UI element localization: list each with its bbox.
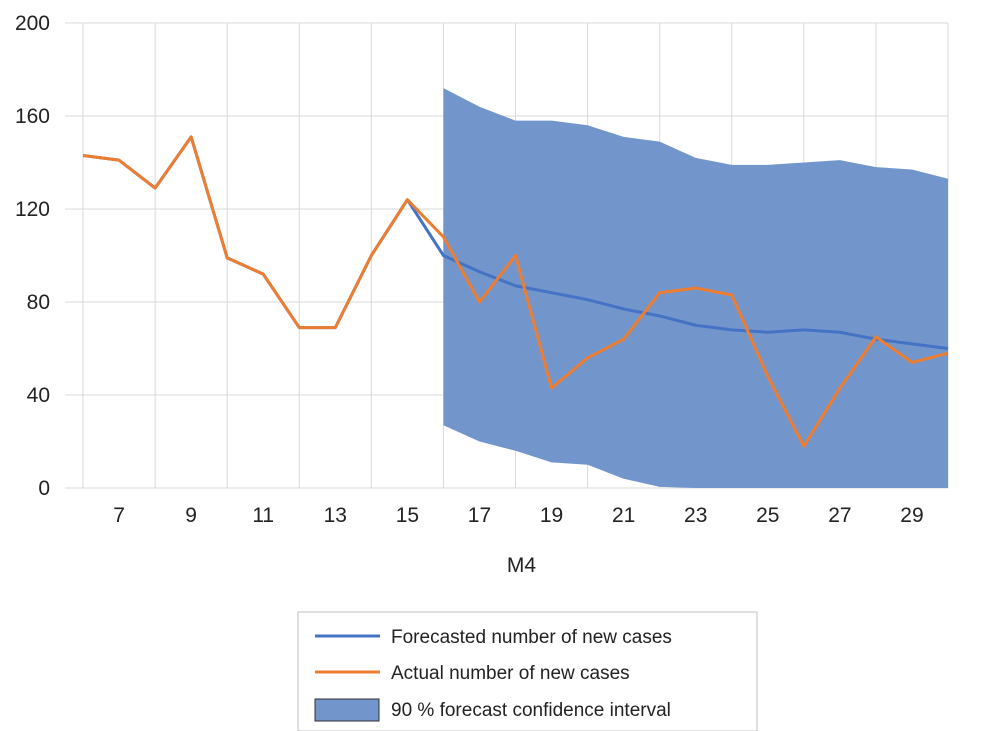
legend-label-actual: Actual number of new cases xyxy=(391,663,630,684)
y-tick-160: 160 xyxy=(15,105,50,128)
y-tick-40: 40 xyxy=(27,384,50,407)
y-tick-0: 0 xyxy=(38,477,50,500)
y-axis-ticks: 0 40 80 120 160 200 xyxy=(15,12,50,500)
x-tick-27: 27 xyxy=(828,504,851,527)
x-tick-19: 19 xyxy=(540,504,563,527)
legend-label-interval: 90 % forecast confidence interval xyxy=(391,700,671,721)
y-tick-80: 80 xyxy=(27,291,50,314)
actual-line xyxy=(82,135,949,448)
x-axis-title: M4 xyxy=(507,554,536,577)
x-tick-21: 21 xyxy=(612,504,635,527)
y-tick-120: 120 xyxy=(15,198,50,221)
legend-swatch-interval xyxy=(314,698,380,722)
x-tick-23: 23 xyxy=(684,504,707,527)
legend-label-forecast: Forecasted number of new cases xyxy=(391,627,672,648)
x-tick-17: 17 xyxy=(468,504,491,527)
x-tick-9: 9 xyxy=(185,504,197,527)
x-tick-7: 7 xyxy=(113,504,125,527)
x-axis-ticks: 7 9 11 13 15 17 19 21 23 25 27 29 xyxy=(113,504,923,527)
x-tick-29: 29 xyxy=(900,504,923,527)
series-lines-layer xyxy=(82,135,949,448)
legend: Forecasted number of new cases Actual nu… xyxy=(297,611,758,731)
y-tick-200: 200 xyxy=(15,12,50,35)
x-tick-15: 15 xyxy=(396,504,419,527)
legend-box xyxy=(297,611,758,731)
x-tick-11: 11 xyxy=(252,504,274,527)
x-tick-13: 13 xyxy=(324,504,347,527)
x-tick-25: 25 xyxy=(756,504,779,527)
